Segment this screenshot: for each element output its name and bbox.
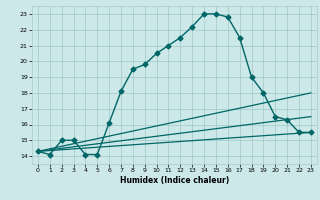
X-axis label: Humidex (Indice chaleur): Humidex (Indice chaleur): [120, 176, 229, 185]
